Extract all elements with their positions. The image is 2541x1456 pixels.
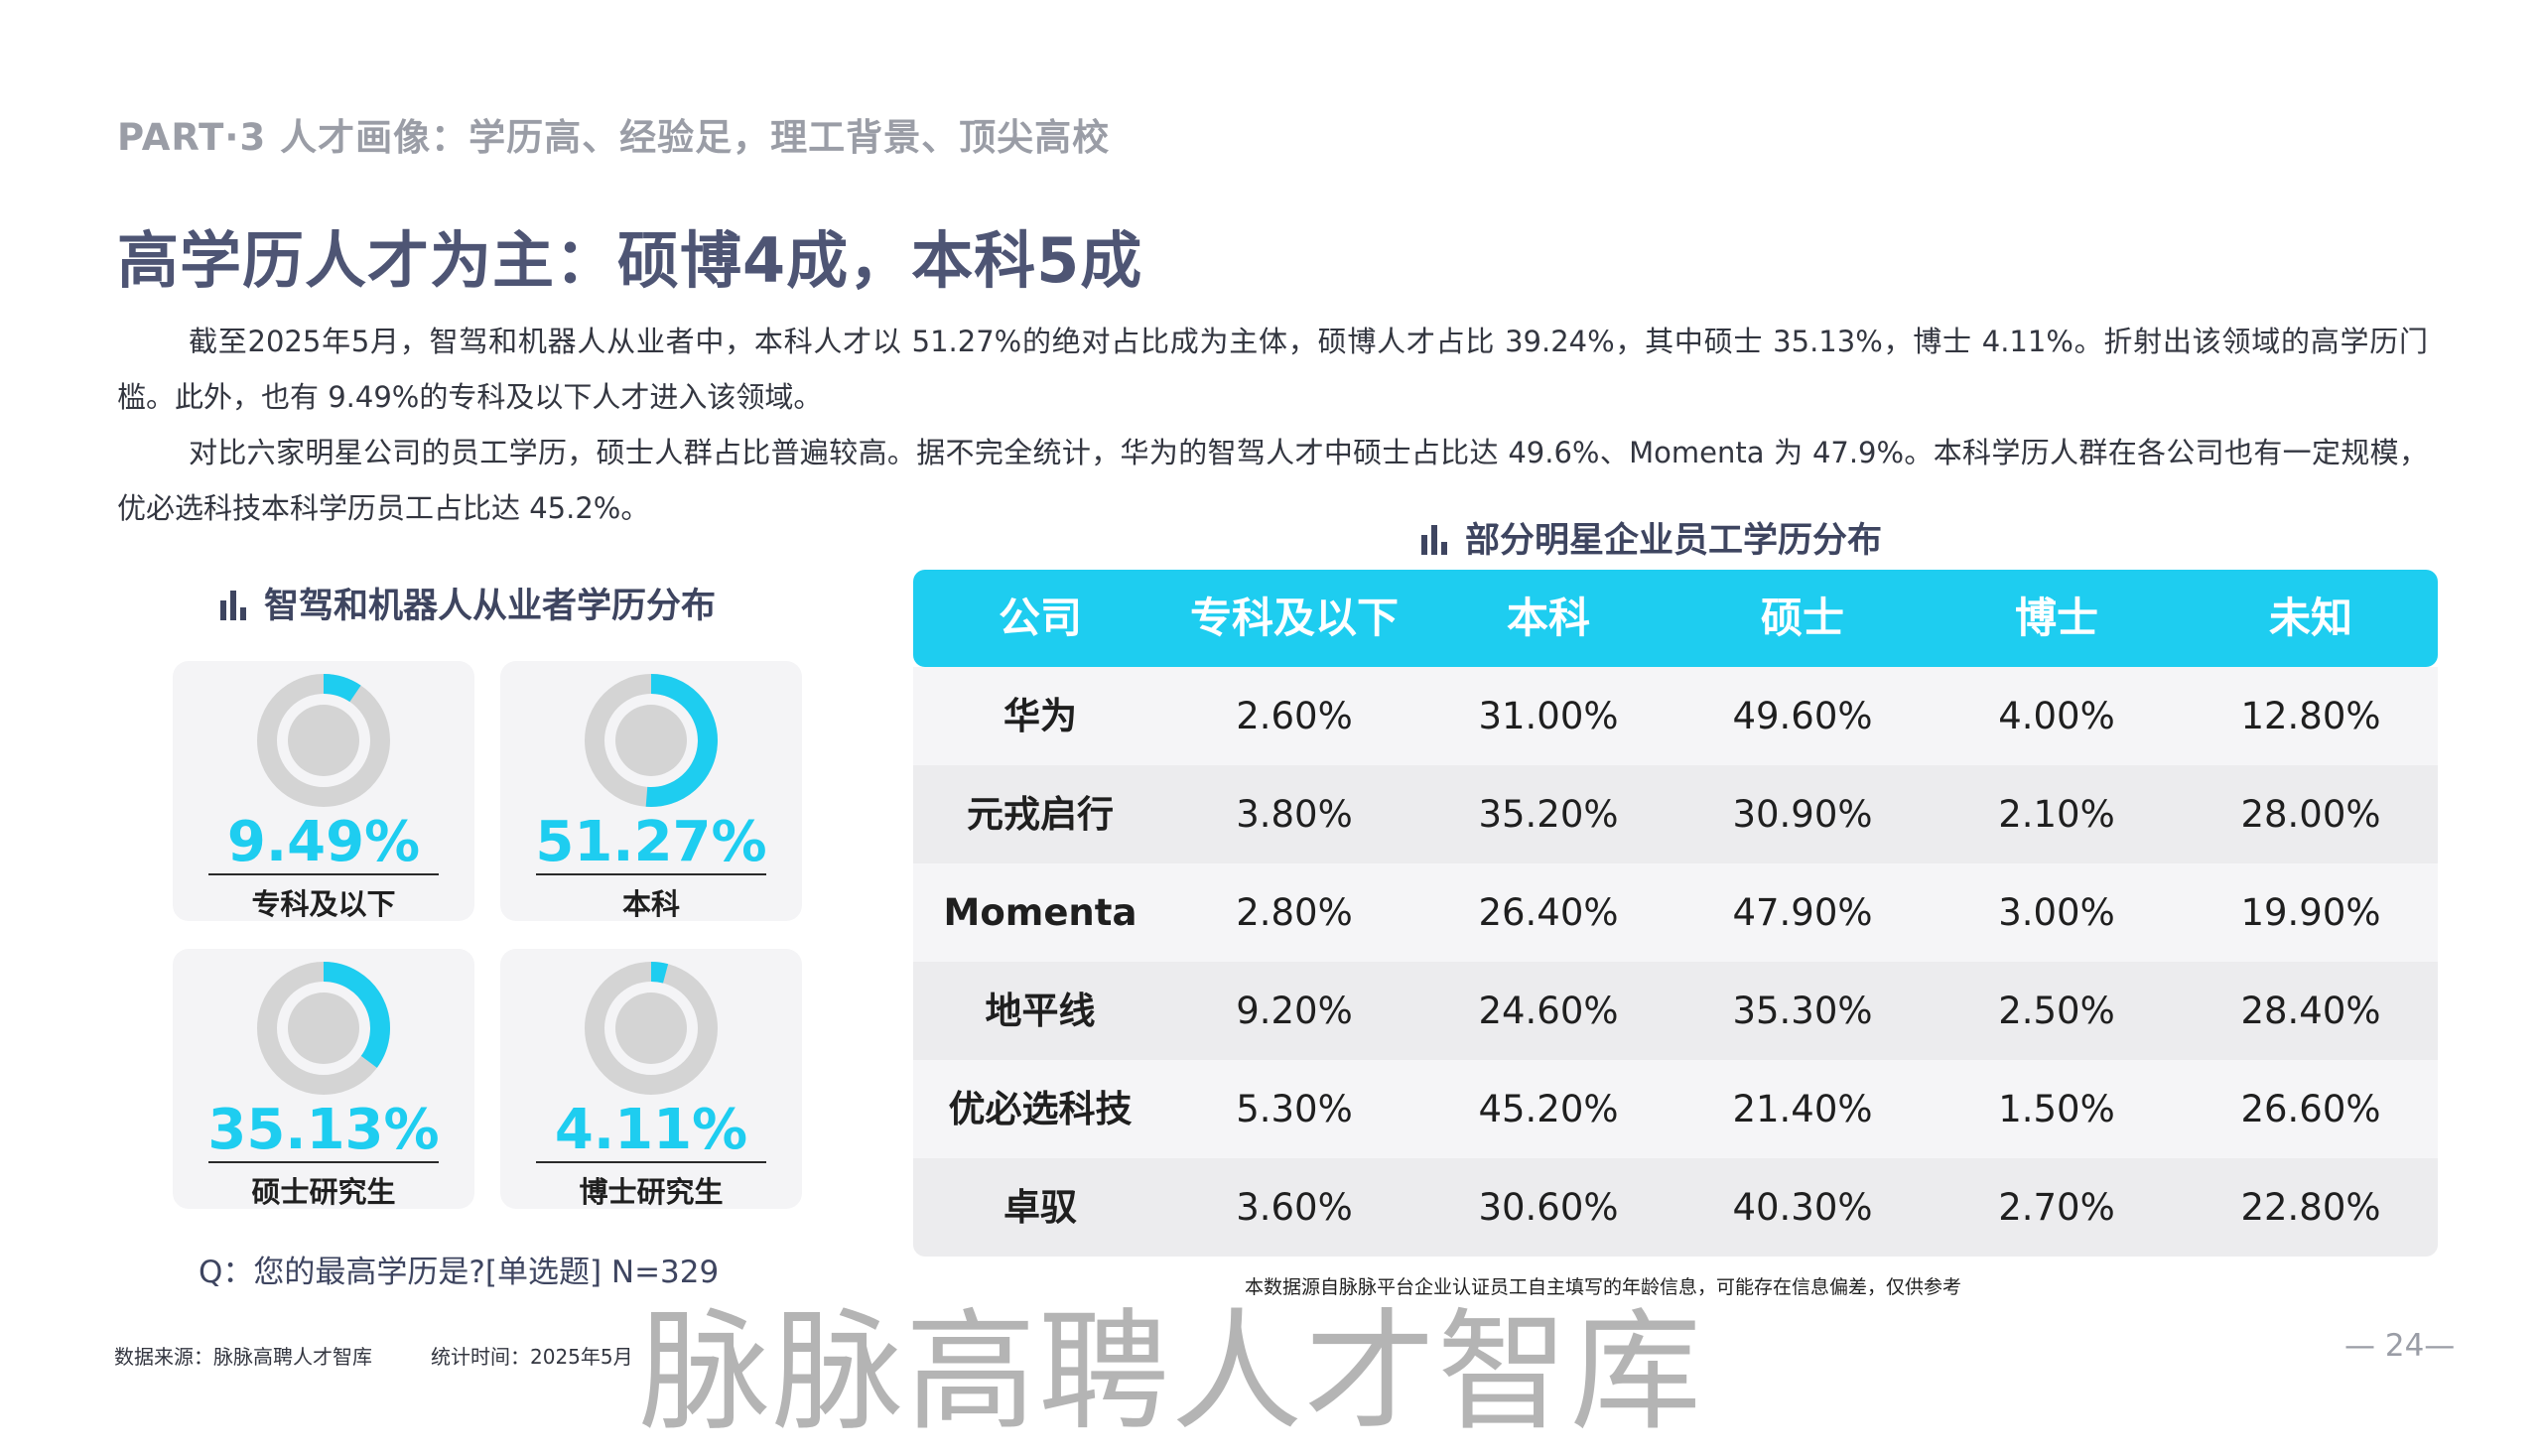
table-cell: 40.30%	[1732, 1186, 1873, 1229]
table-header: 公司 专科及以下 本科 硕士 博士 未知	[913, 570, 2438, 667]
column-header: 公司	[998, 594, 1082, 642]
watermark: 脉脉高聘人才智库	[639, 1296, 1703, 1449]
column-header: 硕士	[1760, 594, 1844, 642]
donut-card: 9.49% 专科及以下	[173, 661, 474, 921]
table-cell: 45.20%	[1478, 1088, 1619, 1130]
column-header: 博士	[2014, 594, 2098, 642]
divider	[208, 1161, 439, 1163]
donut-value: 35.13%	[207, 1098, 440, 1162]
table-cell: 5.30%	[1236, 1088, 1353, 1130]
donut-value: 51.27%	[535, 810, 767, 874]
donut-center	[288, 993, 359, 1064]
education-distribution-title-text: 智驾和机器人从业者学历分布	[264, 587, 717, 626]
table-cell: 2.80%	[1236, 891, 1353, 934]
education-distribution-title: 智驾和机器人从业者学历分布	[220, 578, 716, 628]
donut-arc	[645, 674, 718, 807]
table-cell: 12.80%	[2240, 695, 2381, 737]
donut-center	[615, 705, 687, 776]
column-header: 未知	[2268, 594, 2352, 642]
table-cell: Momenta	[943, 891, 1137, 934]
table-cell: 35.30%	[1732, 990, 1873, 1032]
donut-label: 本科	[621, 887, 680, 921]
survey-question: Q：您的最高学历是?[单选题] N=329	[199, 1255, 720, 1290]
donut-chart	[585, 962, 718, 1095]
donut-value: 9.49%	[226, 810, 421, 874]
page-number: — 24—	[2344, 1328, 2456, 1364]
donut-card: 51.27% 本科	[500, 661, 802, 921]
company-education-title-text: 部分明星企业员工学历分布	[1465, 521, 1883, 561]
table-cell: 3.60%	[1236, 1186, 1353, 1229]
table-cell: 31.00%	[1478, 695, 1619, 737]
donut-label: 硕士研究生	[251, 1175, 396, 1209]
table-cell: 30.90%	[1732, 793, 1873, 836]
table-cell: 49.60%	[1732, 695, 1873, 737]
bar-chart-icon	[220, 591, 248, 620]
table-cell: 28.00%	[2240, 793, 2381, 836]
divider	[536, 873, 766, 875]
table-cell: 元戎启行	[967, 793, 1114, 836]
company-education-table: 公司 专科及以下 本科 硕士 博士 未知 华为 2.60% 31.00% 49.…	[913, 570, 2438, 1257]
table-cell: 2.70%	[1998, 1186, 2115, 1229]
donut-arc	[323, 674, 361, 703]
table-cell: 28.40%	[2240, 990, 2381, 1032]
donut-value: 4.11%	[554, 1098, 748, 1162]
donut-chart	[257, 674, 390, 807]
table-cell: 24.60%	[1478, 990, 1619, 1032]
table-cell: 地平线	[985, 990, 1096, 1032]
table-cell: 华为	[1003, 695, 1077, 737]
table-cell: 优必选科技	[948, 1088, 1133, 1130]
intro-paragraph-2: 对比六家明星公司的员工学历，硕士人群占比普遍较高。据不完全统计，华为的智驾人才中…	[117, 436, 2428, 525]
table-cell: 21.40%	[1732, 1088, 1873, 1130]
donut-arc	[650, 962, 669, 984]
donut-center	[615, 993, 687, 1064]
stat-time: 统计时间：2025年5月	[431, 1345, 633, 1369]
company-education-title: 部分明星企业员工学历分布	[1421, 512, 1882, 563]
donut-label: 博士研究生	[579, 1175, 724, 1209]
table-cell: 19.90%	[2240, 891, 2381, 934]
table-cell: 3.00%	[1998, 891, 2115, 934]
column-header: 本科	[1506, 594, 1590, 642]
donut-chart	[257, 962, 390, 1095]
bar-chart-icon	[1421, 525, 1449, 555]
table-note: 本数据源自脉脉平台企业认证员工自主填写的年龄信息，可能存在信息偏差，仅供参考	[1245, 1276, 1962, 1298]
table-cell: 30.60%	[1478, 1186, 1619, 1229]
data-source: 数据来源：脉脉高聘人才智库	[114, 1345, 372, 1369]
table-cell: 9.20%	[1236, 990, 1353, 1032]
donut-center	[288, 705, 359, 776]
table-row: 地平线 9.20% 24.60% 35.30% 2.50% 28.40%	[913, 962, 2438, 1060]
table-row: Momenta 2.80% 26.40% 47.90% 3.00% 19.90%	[913, 863, 2438, 962]
table-cell: 26.40%	[1478, 891, 1619, 934]
donut-card: 35.13% 硕士研究生	[173, 949, 474, 1209]
table-cell: 卓驭	[1003, 1186, 1077, 1229]
column-header: 专科及以下	[1189, 594, 1399, 642]
intro-paragraph-1: 截至2025年5月，智驾和机器人从业者中，本科人才以 51.27%的绝对占比成为…	[117, 325, 2428, 414]
divider	[208, 873, 439, 875]
table-cell: 35.20%	[1478, 793, 1619, 836]
table-row: 优必选科技 5.30% 45.20% 21.40% 1.50% 26.60%	[913, 1060, 2438, 1158]
donut-label: 专科及以下	[251, 887, 396, 921]
table-row: 元戎启行 3.80% 35.20% 30.90% 2.10% 28.00%	[913, 765, 2438, 863]
donut-chart	[585, 674, 718, 807]
section-label: PART·3 人才画像：学历高、经验足，理工背景、顶尖高校	[117, 116, 1111, 159]
donut-arc	[323, 962, 390, 1068]
table-cell: 2.10%	[1998, 793, 2115, 836]
table-cell: 3.80%	[1236, 793, 1353, 836]
table-cell: 2.50%	[1998, 990, 2115, 1032]
table-row: 卓驭 3.60% 30.60% 40.30% 2.70% 22.80%	[913, 1158, 2438, 1257]
table-cell: 47.90%	[1732, 891, 1873, 934]
divider	[536, 1161, 766, 1163]
table-cell: 1.50%	[1998, 1088, 2115, 1130]
table-cell: 2.60%	[1236, 695, 1353, 737]
table-cell: 26.60%	[2240, 1088, 2381, 1130]
table-cell: 4.00%	[1998, 695, 2115, 737]
page-title: 高学历人才为主：硕博4成，本科5成	[117, 224, 1143, 297]
donut-card: 4.11% 博士研究生	[500, 949, 802, 1209]
table-cell: 22.80%	[2240, 1186, 2381, 1229]
table-row: 华为 2.60% 31.00% 49.60% 4.00% 12.80%	[913, 667, 2438, 765]
